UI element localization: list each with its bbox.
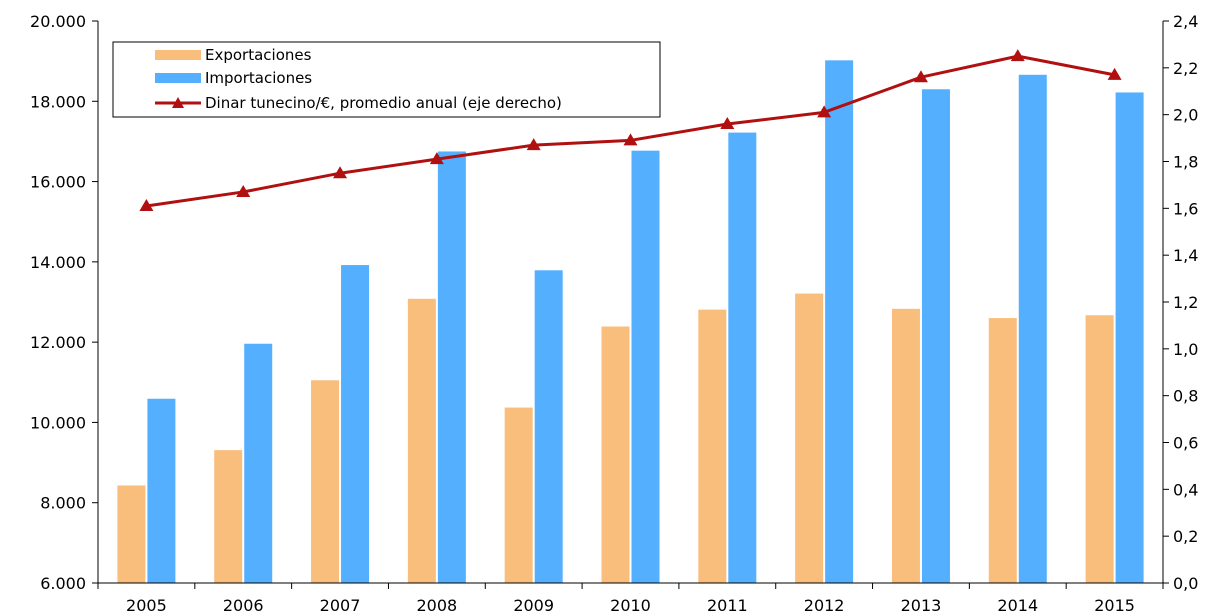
x-tick-label: 2015 — [1094, 596, 1135, 615]
right-tick-label: 1,6 — [1173, 199, 1198, 218]
x-tick-label: 2011 — [707, 596, 748, 615]
bar-exportaciones-2009 — [504, 407, 533, 583]
x-tick-label: 2006 — [223, 596, 264, 615]
x-tick-label: 2005 — [126, 596, 167, 615]
bar-importaciones-2013 — [921, 89, 950, 583]
x-tick-label: 2007 — [320, 596, 361, 615]
right-tick-label: 1,2 — [1173, 293, 1198, 312]
right-tick-label: 0,4 — [1173, 480, 1198, 499]
x-tick-label: 2012 — [804, 596, 845, 615]
right-tick-label: 1,4 — [1173, 246, 1198, 265]
legend-label-exportaciones: Exportaciones — [205, 46, 312, 64]
right-tick-label: 0,8 — [1173, 387, 1198, 406]
left-tick-label: 12.000 — [30, 333, 86, 352]
left-tick-label: 18.000 — [30, 92, 86, 111]
bar-importaciones-2014 — [1018, 74, 1047, 583]
bar-exportaciones-2012 — [795, 293, 824, 583]
dinar-point-2008 — [429, 152, 444, 165]
bar-exportaciones-2015 — [1085, 315, 1114, 583]
left-tick-label: 8.000 — [40, 494, 86, 513]
right-tick-label: 0,0 — [1173, 574, 1198, 593]
legend-swatch-dinar-marker — [172, 97, 184, 108]
dinar-point-2007 — [333, 166, 348, 179]
x-tick-label: 2014 — [997, 596, 1038, 615]
right-tick-label: 2,2 — [1173, 59, 1198, 78]
dinar-point-2006 — [236, 184, 251, 197]
left-tick-label: 16.000 — [30, 173, 86, 192]
dinar-point-2014 — [1010, 49, 1025, 62]
bar-importaciones-2005 — [147, 398, 176, 583]
dinar-point-2015 — [1107, 67, 1122, 80]
bar-importaciones-2011 — [728, 132, 757, 583]
bar-importaciones-2008 — [437, 151, 466, 583]
x-tick-label: 2010 — [610, 596, 651, 615]
bar-importaciones-2012 — [825, 60, 854, 583]
bars-layer — [117, 60, 1144, 583]
bar-exportaciones-2011 — [698, 309, 727, 583]
dinar-point-2010 — [623, 133, 638, 146]
left-tick-label: 14.000 — [30, 253, 86, 272]
legend-label-importaciones: Importaciones — [205, 69, 312, 87]
bar-exportaciones-2007 — [311, 380, 340, 583]
bar-exportaciones-2013 — [891, 308, 920, 583]
dinar-point-2012 — [817, 105, 832, 118]
x-tick-label: 2013 — [901, 596, 942, 615]
x-tick-label: 2009 — [513, 596, 554, 615]
left-tick-label: 20.000 — [30, 12, 86, 31]
legend: Exportaciones Importaciones Dinar tuneci… — [112, 41, 661, 118]
dinar-point-2005 — [139, 198, 154, 211]
bar-exportaciones-2008 — [407, 298, 436, 583]
right-tick-label: 0,2 — [1173, 527, 1198, 546]
right-tick-label: 0,6 — [1173, 434, 1198, 453]
legend-box — [112, 41, 661, 118]
bar-importaciones-2010 — [631, 150, 660, 583]
dinar-point-2013 — [913, 70, 928, 83]
right-tick-label: 2,4 — [1173, 12, 1198, 31]
x-tick-label: 2008 — [417, 596, 458, 615]
bar-importaciones-2007 — [341, 265, 370, 583]
left-tick-label: 6.000 — [40, 574, 86, 593]
bar-importaciones-2015 — [1115, 92, 1144, 583]
legend-swatch-exportaciones — [155, 50, 201, 60]
bar-importaciones-2006 — [244, 343, 273, 583]
right-tick-label: 2,0 — [1173, 106, 1198, 125]
bar-exportaciones-2006 — [214, 450, 243, 583]
right-tick-label: 1,8 — [1173, 153, 1198, 172]
legend-swatch-importaciones — [155, 73, 201, 83]
right-tick-label: 1,0 — [1173, 340, 1198, 359]
dinar-point-2011 — [720, 117, 735, 130]
bar-exportaciones-2005 — [117, 485, 146, 583]
left-tick-label: 10.000 — [30, 413, 86, 432]
bar-exportaciones-2010 — [601, 326, 630, 583]
bar-exportaciones-2014 — [988, 318, 1017, 583]
bar-importaciones-2009 — [534, 270, 563, 583]
legend-label-dinar: Dinar tunecino/€, promedio anual (eje de… — [205, 94, 562, 112]
line-layer — [139, 49, 1122, 211]
dinar-point-2009 — [526, 138, 541, 151]
axes-layer: 6.000 8.000 10.000 12.000 14.000 16.000 18.000… — [30, 12, 1198, 615]
